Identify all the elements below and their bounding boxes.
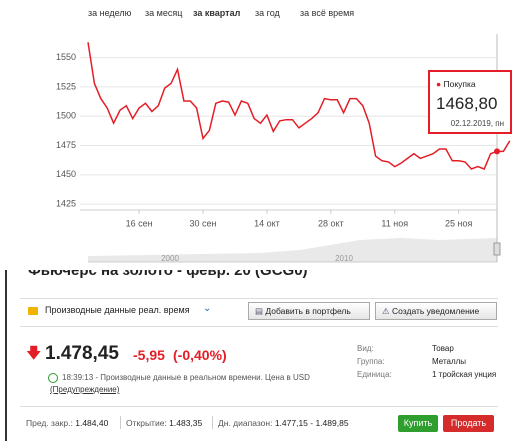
detail-value: Металлы <box>432 357 467 366</box>
tooltip-date: 02.12.2019, пн <box>450 119 504 128</box>
button-label: Добавить в портфель <box>265 306 351 316</box>
time-note: 18:39:13 - Производные данные в реальном… <box>62 373 310 382</box>
y-tick-label: 1550 <box>56 52 76 62</box>
x-tick-label: 16 сен <box>126 218 153 228</box>
add-portfolio-button[interactable]: ▤ Добавить в портфель <box>248 302 370 320</box>
y-tick-label: 1475 <box>56 140 76 150</box>
buy-button[interactable]: Купить <box>398 415 438 432</box>
detail-label: Единица: <box>357 370 392 379</box>
stat: Дн. диапазон: 1.477,15 - 1.489,85 <box>218 418 349 428</box>
stat-value: 1.477,15 - 1.489,85 <box>274 418 349 428</box>
navigator-label: 2000 <box>161 254 179 263</box>
divider <box>20 326 498 327</box>
dropdown-chevron[interactable]: ⌄ <box>203 303 212 314</box>
button-label: Создать уведомление <box>392 306 480 316</box>
detail-value: Товар <box>432 344 454 353</box>
separator <box>212 416 213 429</box>
period-tab[interactable]: за квартал <box>193 8 241 18</box>
x-tick-label: 25 ноя <box>445 218 472 228</box>
note: - Производные данные в реальном времени.… <box>95 373 310 382</box>
stat-label: Пред. закр.: <box>26 418 73 428</box>
title-clip: Фьючерс на золото - февр. 20 (GCG0) <box>28 270 428 280</box>
stat: Пред. закр.: 1.484,40 <box>26 418 108 428</box>
tooltip-name: Покупка <box>443 79 476 89</box>
tooltip-series: ● Покупка <box>436 79 476 89</box>
y-tick-label: 1450 <box>56 169 76 179</box>
price: 1.478,45 <box>45 343 119 364</box>
alert-button[interactable]: ⚠ Создать уведомление <box>375 302 497 320</box>
period-tab[interactable]: за месяц <box>145 8 183 18</box>
stat-label: Дн. диапазон: <box>218 418 273 428</box>
hover-point <box>494 148 500 155</box>
price-line <box>87 42 511 170</box>
chart: 2000 2010 1425 1450 1475 1500 1525 1550 16 сен… <box>56 34 511 263</box>
divider <box>20 406 498 407</box>
stat-label: Открытие: <box>126 418 167 428</box>
price-change-pct: (-0,40%) <box>173 347 227 363</box>
x-tick-label: 28 окт <box>318 218 344 228</box>
y-tick-label: 1525 <box>56 81 76 91</box>
period-tab[interactable]: за всё время <box>300 8 355 18</box>
navigator-area <box>88 238 497 262</box>
instrument-title: Фьючерс на золото - февр. 20 (GCG0) <box>28 270 308 279</box>
tooltip-value: 1468,80 <box>436 94 498 113</box>
x-tick-label: 30 сен <box>190 218 217 228</box>
data-icon <box>28 307 38 315</box>
data-type[interactable]: Производные данные реал. время <box>45 305 190 315</box>
price-change: -5,95 <box>133 347 165 363</box>
x-tick-label: 11 ноя <box>381 218 408 228</box>
x-tick-label: 14 окт <box>254 218 280 228</box>
detail-value: 1 тройская унция <box>432 370 497 379</box>
y-tick-label: 1500 <box>56 111 76 121</box>
detail-label: Группа: <box>357 357 385 366</box>
warning-link[interactable]: (Предупреждение) <box>50 385 120 394</box>
down-arrow: 🡇 <box>26 345 42 362</box>
separator <box>120 416 121 429</box>
detail-label: Вид: <box>357 344 374 353</box>
divider <box>20 298 498 299</box>
clock-icon <box>48 373 58 383</box>
time: 18:39:13 <box>62 373 94 382</box>
sell-button[interactable]: Продать <box>443 415 494 432</box>
stat: Открытие: 1.483,35 <box>126 418 202 428</box>
stat-value: 1.484,40 <box>75 418 109 428</box>
y-tick-label: 1425 <box>56 199 76 209</box>
period-tab[interactable]: за год <box>255 8 280 18</box>
period-tab[interactable]: за неделю <box>88 8 132 18</box>
stat-value: 1.483,35 <box>169 418 203 428</box>
navigator-handle[interactable] <box>493 242 501 256</box>
navigator-label: 2010 <box>335 254 353 263</box>
left-border <box>5 270 7 441</box>
tooltip: ● Покупка 1468,80 02.12.2019, пн <box>428 70 512 134</box>
